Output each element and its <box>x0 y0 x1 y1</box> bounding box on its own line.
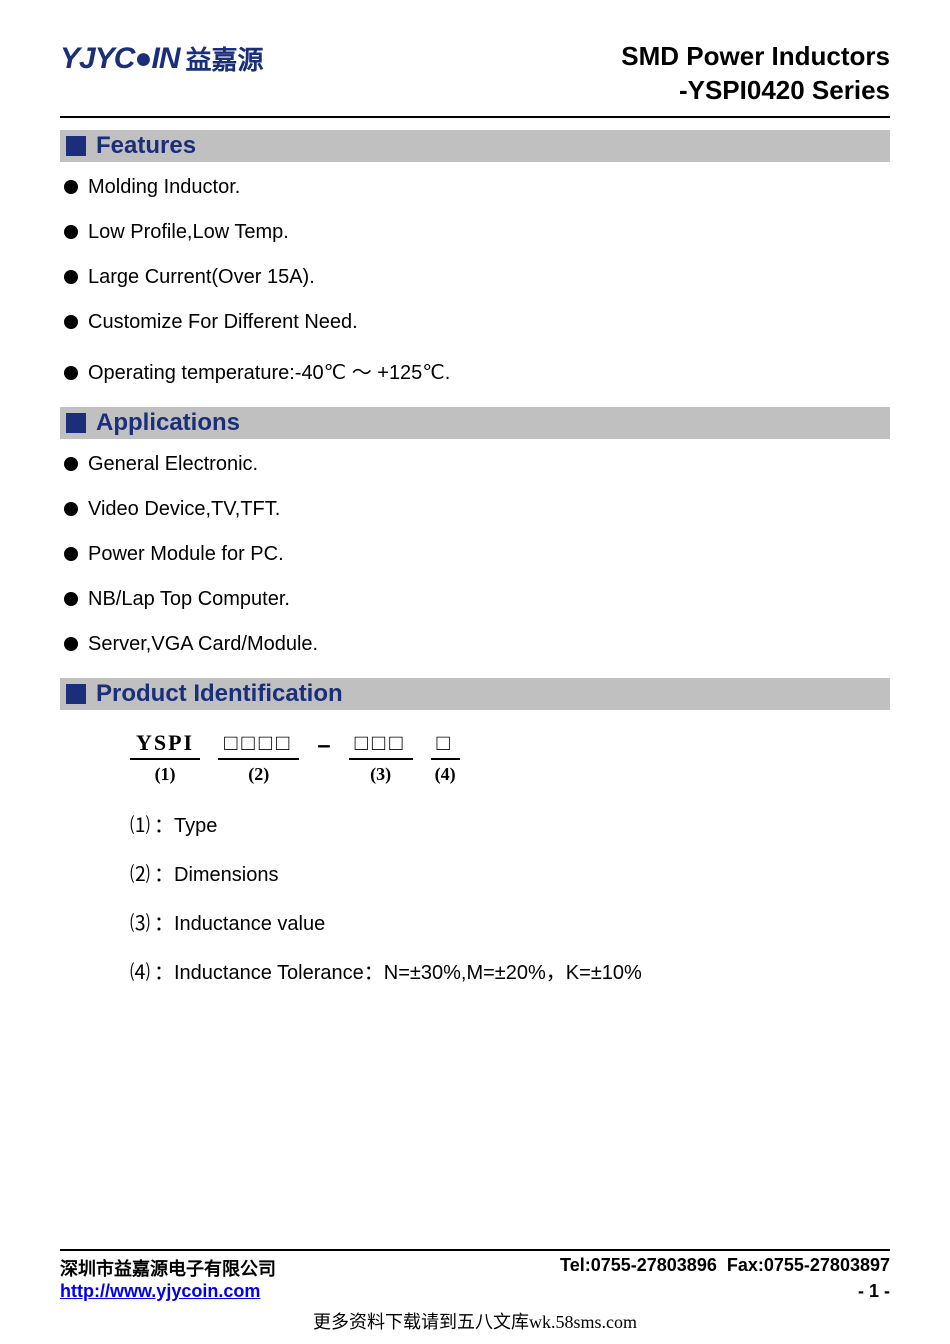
logo-english: YJYC●IN <box>60 42 180 76</box>
logo-chinese: 益嘉源 <box>186 40 264 77</box>
legend-row: ⑵：Dimensions <box>130 858 890 887</box>
feature-text: Molding Inductor. <box>88 176 240 198</box>
id-segment-top: □□□ <box>349 730 413 760</box>
id-segment-2: □□□□ (2) <box>218 730 299 785</box>
legend-text: ：Inductance Tolerance：N=±30%,M=±20%，K=±1… <box>154 962 642 984</box>
legend-index: ⑵ <box>130 864 150 886</box>
title-line-1: SMD Power Inductors <box>621 40 890 74</box>
id-segment-1: YSPI (1) <box>130 730 200 785</box>
id-segment-index: (4) <box>431 764 460 785</box>
application-text: Server,VGA Card/Module. <box>88 633 318 655</box>
list-item: Operating temperature:-40℃ ～ +125℃. <box>60 356 890 385</box>
footer-fax: Fax:0755-27803897 <box>727 1255 890 1275</box>
list-item: NB/Lap Top Computer. <box>60 588 890 611</box>
application-text: Power Module for PC. <box>88 543 284 565</box>
document-title: SMD Power Inductors -YSPI0420 Series <box>621 40 890 108</box>
list-item: Molding Inductor. <box>60 176 890 199</box>
bullet-icon <box>64 637 78 651</box>
id-segment-index: (2) <box>218 764 299 785</box>
section-marker-icon <box>66 136 86 156</box>
feature-text: Low Profile,Low Temp. <box>88 221 289 243</box>
product-id-legend: ⑴：Type ⑵：Dimensions ⑶：Inductance value ⑷… <box>130 809 890 985</box>
id-segment-4: □ (4) <box>431 730 460 785</box>
product-id-diagram: YSPI (1) □□□□ (2) – □□□ (3) □ (4) <box>130 730 890 785</box>
feature-text: Large Current(Over 15A). <box>88 266 315 288</box>
features-list: Molding Inductor. Low Profile,Low Temp. … <box>60 176 890 385</box>
title-line-2: -YSPI0420 Series <box>621 74 890 108</box>
applications-list: General Electronic. Video Device,TV,TFT.… <box>60 453 890 656</box>
footer-page-number: - 1 - <box>858 1281 890 1302</box>
id-segment-index: (1) <box>130 764 200 785</box>
section-title-product-id: Product Identification <box>96 680 343 708</box>
id-segment-top: □ <box>431 730 460 760</box>
feature-text: Customize For Different Need. <box>88 311 358 333</box>
watermark-text: 更多资料下载请到五八文库wk.58sms.com <box>0 1308 950 1334</box>
section-marker-icon <box>66 413 86 433</box>
list-item: Low Profile,Low Temp. <box>60 221 890 244</box>
section-title-applications: Applications <box>96 409 240 437</box>
list-item: Server,VGA Card/Module. <box>60 633 890 656</box>
footer-row-1: 深圳市益嘉源电子有限公司 Tel:0755-27803896 Fax:0755-… <box>60 1255 890 1281</box>
list-item: Power Module for PC. <box>60 543 890 566</box>
application-text: NB/Lap Top Computer. <box>88 588 290 610</box>
application-text: Video Device,TV,TFT. <box>88 498 280 520</box>
footer-row-2: http://www.yjycoin.com - 1 - <box>60 1281 890 1302</box>
brand-logo: YJYC●IN 益嘉源 <box>60 40 264 77</box>
section-header-applications: Applications <box>60 407 890 439</box>
id-segment-3: □□□ (3) <box>349 730 413 785</box>
bullet-icon <box>64 366 78 380</box>
footer-company: 深圳市益嘉源电子有限公司 <box>60 1255 276 1281</box>
list-item: Customize For Different Need. <box>60 311 890 334</box>
bullet-icon <box>64 315 78 329</box>
footer-url-link[interactable]: http://www.yjycoin.com <box>60 1281 260 1302</box>
list-item: Large Current(Over 15A). <box>60 266 890 289</box>
footer-contact: Tel:0755-27803896 Fax:0755-27803897 <box>560 1255 890 1281</box>
bullet-icon <box>64 547 78 561</box>
legend-index: ⑷ <box>130 962 150 984</box>
feature-text: Operating temperature:-40℃ ～ +125℃. <box>88 362 450 384</box>
legend-row: ⑷：Inductance Tolerance：N=±30%,M=±20%，K=±… <box>130 956 890 985</box>
legend-text: ：Type <box>154 815 217 837</box>
legend-row: ⑴：Type <box>130 809 890 838</box>
section-header-features: Features <box>60 130 890 162</box>
section-marker-icon <box>66 684 86 704</box>
bullet-icon <box>64 270 78 284</box>
legend-row: ⑶：Inductance value <box>130 907 890 936</box>
legend-text: ：Inductance value <box>154 913 325 935</box>
footer-tel: Tel:0755-27803896 <box>560 1255 717 1275</box>
application-text: General Electronic. <box>88 453 258 475</box>
page-footer: 深圳市益嘉源电子有限公司 Tel:0755-27803896 Fax:0755-… <box>60 1249 890 1302</box>
section-header-product-id: Product Identification <box>60 678 890 710</box>
id-dash: – <box>317 732 330 760</box>
list-item: General Electronic. <box>60 453 890 476</box>
bullet-icon <box>64 457 78 471</box>
bullet-icon <box>64 502 78 516</box>
bullet-icon <box>64 592 78 606</box>
list-item: Video Device,TV,TFT. <box>60 498 890 521</box>
legend-index: ⑴ <box>130 815 150 837</box>
legend-text: ：Dimensions <box>154 864 278 886</box>
footer-divider <box>60 1249 890 1251</box>
bullet-icon <box>64 180 78 194</box>
id-segment-top: YSPI <box>130 730 200 760</box>
bullet-icon <box>64 225 78 239</box>
id-segment-top: □□□□ <box>218 730 299 760</box>
legend-index: ⑶ <box>130 913 150 935</box>
id-segment-index: (3) <box>349 764 413 785</box>
section-title-features: Features <box>96 132 196 160</box>
page-header: YJYC●IN 益嘉源 SMD Power Inductors -YSPI042… <box>60 40 890 118</box>
